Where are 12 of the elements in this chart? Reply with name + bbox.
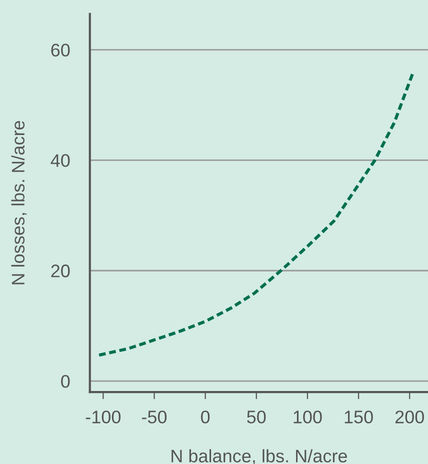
y-tick-label: 0 bbox=[61, 374, 70, 388]
x-tick-label: 100 bbox=[294, 410, 322, 424]
x-tick-label: -100 bbox=[86, 410, 121, 424]
y-tick-label: 60 bbox=[51, 44, 70, 57]
x-tick-label: 150 bbox=[344, 410, 373, 424]
y-tick-label: 40 bbox=[50, 154, 70, 167]
x-tick-label: 50 bbox=[247, 410, 266, 424]
x-tick-label: 200 bbox=[395, 410, 424, 424]
y-tick-label: 20 bbox=[51, 264, 70, 278]
x-tick-label: -50 bbox=[142, 410, 167, 424]
x-tick-label: 0 bbox=[200, 410, 210, 424]
y-axis-title: N losses, lbs. N/acre bbox=[11, 121, 27, 284]
